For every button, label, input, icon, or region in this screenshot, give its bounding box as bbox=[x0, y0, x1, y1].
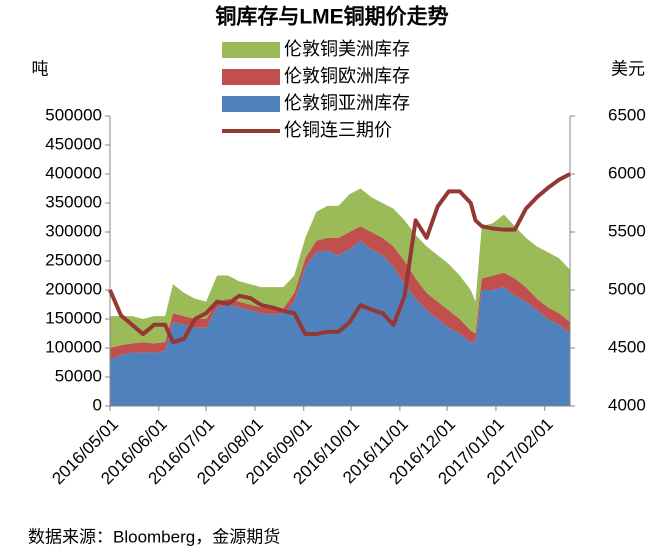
source-note: 数据来源：Bloomberg，金源期货 bbox=[28, 527, 280, 546]
legend-label: 伦敦铜亚洲库存 bbox=[284, 93, 410, 113]
legend-label: 伦敦铜美洲库存 bbox=[284, 39, 410, 59]
y-tick-label: 400000 bbox=[45, 163, 102, 182]
y-tick-label: 450000 bbox=[45, 134, 102, 153]
y2-tick-label: 4000 bbox=[608, 395, 646, 414]
price-line bbox=[108, 172, 571, 345]
y2-tick-label: 5500 bbox=[608, 221, 646, 240]
area bbox=[110, 240, 570, 406]
y-tick-label: 0 bbox=[93, 395, 102, 414]
legend-label: 伦铜连三期价 bbox=[284, 120, 392, 140]
legend-swatch bbox=[222, 42, 280, 58]
area bbox=[110, 226, 570, 360]
y-tick-label: 500000 bbox=[45, 105, 102, 124]
legend-swatch bbox=[222, 96, 280, 112]
y-axis-label: 吨 bbox=[32, 59, 49, 78]
legend-label: 伦敦铜欧洲库存 bbox=[284, 66, 410, 86]
area bbox=[110, 188, 570, 348]
chart-title: 铜库存与LME铜期价走势 bbox=[215, 5, 448, 29]
y-tick-label: 150000 bbox=[45, 308, 102, 327]
y-tick-label: 250000 bbox=[45, 250, 102, 269]
y2-axis-label: 美元 bbox=[611, 59, 645, 78]
legend-swatch bbox=[222, 69, 280, 85]
y2-tick-label: 6500 bbox=[608, 105, 646, 124]
y2-tick-label: 5000 bbox=[608, 279, 646, 298]
y-tick-label: 100000 bbox=[45, 337, 102, 356]
y-tick-label: 50000 bbox=[55, 366, 102, 385]
y-tick-label: 200000 bbox=[45, 279, 102, 298]
y2-tick-label: 4500 bbox=[608, 337, 646, 356]
y-tick-label: 300000 bbox=[45, 221, 102, 240]
y-tick-label: 350000 bbox=[45, 192, 102, 211]
y2-tick-label: 6000 bbox=[608, 163, 646, 182]
